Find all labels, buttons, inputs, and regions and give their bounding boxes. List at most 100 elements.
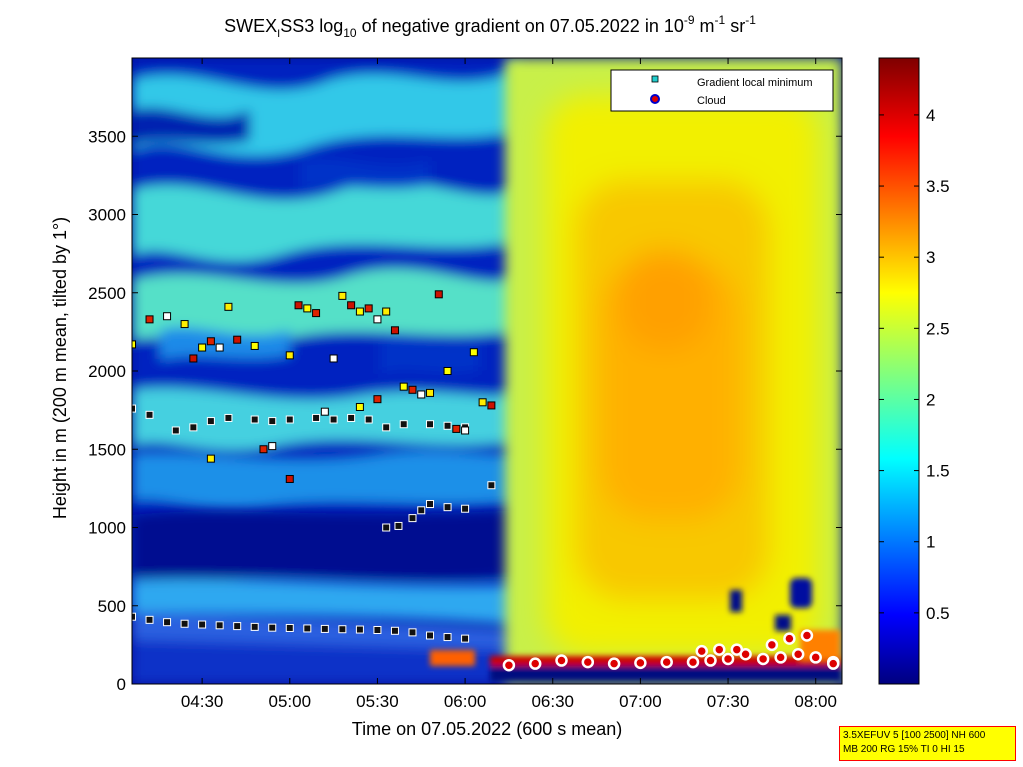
y-tick-label: 0 — [117, 675, 126, 694]
gradient-minimum-point — [132, 340, 136, 349]
gradient-minimum-point — [426, 420, 435, 429]
gradient-minimum-point — [394, 521, 403, 530]
y-tick-label: 500 — [98, 597, 126, 616]
y-tick-label: 3500 — [88, 127, 126, 146]
gradient-minimum-point — [373, 626, 382, 635]
heatmap — [132, 58, 842, 684]
gradient-minimum-point — [329, 415, 338, 424]
x-tick-label: 07:00 — [619, 692, 662, 711]
gradient-minimum-colored-series — [132, 290, 496, 483]
gradient-minimum-point — [382, 423, 391, 432]
gradient-minimum-point — [206, 417, 215, 426]
cloud-point — [826, 657, 840, 670]
gradient-minimum-point — [382, 307, 391, 316]
gradient-minimum-point — [417, 506, 426, 515]
gradient-minimum-black-series — [132, 404, 496, 643]
legend-marker-gradient-minimum — [651, 75, 659, 83]
gradient-minimum-point — [163, 618, 172, 627]
gradient-minimum-point — [268, 417, 277, 426]
gradient-minimum-point — [215, 621, 224, 630]
gradient-minimum-point — [145, 315, 154, 324]
cloud-point — [774, 651, 787, 664]
colorbar-tick-label: 2 — [926, 390, 935, 409]
gradient-minimum-point — [259, 445, 268, 454]
x-axis: 04:30 05:00 05:30 06:00 06:30 07:00 07:30 08:00 — [181, 58, 837, 711]
legend-marker-cloud — [650, 94, 660, 104]
x-tick-label: 05:00 — [269, 692, 312, 711]
gradient-minimum-point — [347, 413, 356, 422]
gradient-minimum-point — [224, 413, 233, 422]
gradient-minimum-point — [285, 474, 294, 483]
gradient-minimum-point — [285, 351, 294, 360]
cloud-point — [730, 643, 744, 656]
gradient-minimum-point — [434, 290, 443, 299]
gradient-minimum-point — [417, 390, 426, 399]
gradient-minimum-point — [390, 326, 399, 335]
gradient-minimum-point — [198, 620, 207, 629]
gradient-minimum-point — [364, 304, 373, 313]
gradient-minimum-point — [233, 622, 242, 631]
colorbar-tick-label: 2.5 — [926, 319, 950, 338]
gradient-minimum-point — [399, 420, 408, 429]
gradient-minimum-point — [312, 413, 321, 422]
cloud-point — [809, 651, 822, 664]
colorbar-tick-label: 3.5 — [926, 177, 950, 196]
gradient-minimum-point — [487, 481, 496, 490]
cloud-point — [713, 643, 726, 656]
legend-label-cloud: Cloud — [697, 95, 726, 107]
y-tick-label: 3000 — [88, 206, 126, 225]
x-tick-label: 07:30 — [707, 692, 750, 711]
legend: Gradient local minimum Cloud — [610, 69, 834, 112]
cloud-point — [502, 658, 516, 672]
gradient-minimum-point — [355, 625, 364, 634]
x-axis-label: Time on 07.05.2022 (600 s mean) — [352, 719, 623, 739]
cloud-point — [695, 644, 709, 658]
gradient-minimum-point — [443, 421, 452, 430]
gradient-minimum-point — [478, 398, 487, 407]
colorbar-ticks: 0.5 1 1.5 2 2.5 3 3.5 4 — [879, 106, 950, 623]
cloud-point — [555, 654, 568, 667]
cloud-point — [686, 655, 700, 669]
gradient-minimum-point — [320, 407, 329, 416]
gradient-minimum-point — [180, 320, 189, 329]
info-line-2: MB 200 RG 15% TI 0 HI 15 — [843, 744, 965, 755]
gradient-minimum-point — [206, 337, 215, 346]
gradient-minimum-point — [408, 514, 417, 523]
y-tick-label: 2500 — [88, 284, 126, 303]
gradient-minimum-point — [443, 503, 452, 512]
gradient-minimum-point — [355, 307, 364, 316]
y-axis-label: Height in m (200 m mean, tilted by 1°) — [50, 217, 70, 519]
x-tick-label: 05:30 — [356, 692, 399, 711]
gradient-minimum-point — [487, 401, 496, 410]
gradient-minimum-point — [294, 301, 303, 310]
gradient-minimum-point — [189, 354, 198, 363]
gradient-minimum-point — [461, 426, 470, 435]
colorbar-tick-label: 1.5 — [926, 462, 950, 481]
gradient-minimum-point — [180, 619, 189, 628]
x-tick-label: 06:00 — [444, 692, 487, 711]
gradient-minimum-point — [443, 367, 452, 375]
gradient-minimum-point — [145, 615, 154, 624]
gradient-minimum-point — [132, 404, 136, 413]
gradient-minimum-point — [285, 623, 294, 632]
gradient-minimum-point — [373, 315, 382, 324]
settings-info-box: 3.5XEFUV 5 [100 2500] NH 600 MB 200 RG 1… — [839, 726, 1016, 761]
gradient-minimum-point — [250, 341, 259, 350]
gradient-minimum-point — [347, 301, 356, 310]
gradient-minimum-point — [426, 631, 435, 640]
chart-title: SWEXISS3 log10 of negative gradient on 0… — [224, 13, 756, 40]
gradient-minimum-point — [285, 415, 294, 424]
cloud-point — [704, 654, 717, 667]
gradient-minimum-point — [426, 388, 435, 397]
x-tick-label: 04:30 — [181, 692, 224, 711]
gradient-minimum-point — [303, 624, 312, 633]
gradient-minimum-point — [250, 415, 259, 424]
gradient-minimum-point — [171, 426, 180, 435]
colorbar — [878, 57, 920, 685]
gradient-minimum-point — [364, 415, 373, 424]
gradient-minimum-point — [320, 624, 329, 633]
cloud-point — [581, 655, 595, 669]
gradient-minimum-point — [233, 335, 242, 344]
gradient-minimum-point — [373, 395, 382, 404]
colorbar-tick-label: 0.5 — [926, 604, 950, 623]
